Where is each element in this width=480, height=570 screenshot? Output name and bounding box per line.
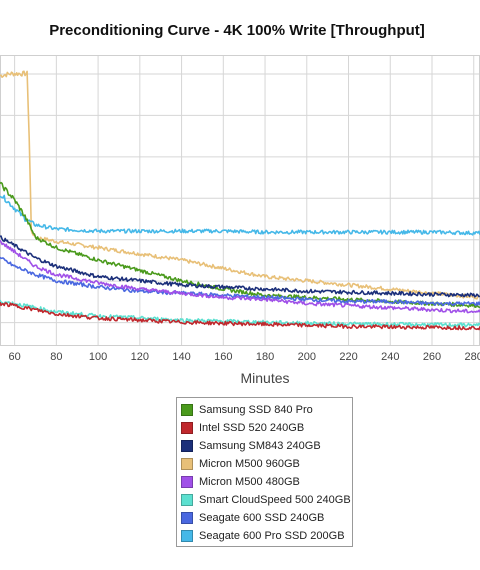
legend-swatch — [181, 404, 193, 416]
legend-swatch — [181, 440, 193, 452]
legend-swatch — [181, 476, 193, 488]
legend-label: Seagate 600 Pro SSD 200GB — [199, 530, 345, 542]
legend-swatch — [181, 512, 193, 524]
legend-label: Micron M500 960GB — [199, 458, 300, 470]
series-line-micron-m500-960gb — [0, 70, 480, 300]
legend-item: Seagate 600 SSD 240GB — [181, 509, 352, 527]
legend-item: Seagate 600 Pro SSD 200GB — [181, 527, 352, 545]
x-tick-label: 220 — [339, 351, 357, 363]
x-tick-label: 60 — [8, 351, 20, 363]
legend-item: Micron M500 960GB — [181, 455, 352, 473]
x-tick-label: 140 — [172, 351, 190, 363]
legend-swatch — [181, 422, 193, 434]
x-axis-ticks: 60 80 100 120 140 160 180 200 220 240 260 280 — [8, 351, 480, 363]
series-line-micron-m500-480gb — [0, 239, 480, 314]
legend-label: Samsung SM843 240GB — [199, 440, 321, 452]
legend-label: Micron M500 480GB — [199, 476, 300, 488]
legend-item: Micron M500 480GB — [181, 473, 352, 491]
legend-swatch — [181, 494, 193, 506]
x-tick-label: 240 — [381, 351, 399, 363]
legend-item: Samsung SM843 240GB — [181, 437, 352, 455]
legend-swatch — [181, 530, 193, 542]
series-lines — [0, 70, 480, 331]
series-line-intel-ssd-520-240gb — [0, 301, 480, 331]
legend-label: Seagate 600 SSD 240GB — [199, 512, 325, 524]
legend-label: Intel SSD 520 240GB — [199, 422, 305, 434]
chart-title: Preconditioning Curve - 4K 100% Write [T… — [49, 22, 425, 39]
legend-item: Intel SSD 520 240GB — [181, 419, 352, 437]
legend-swatch — [181, 458, 193, 470]
legend: Samsung SSD 840 Pro Intel SSD 520 240GB Sa… — [176, 397, 353, 547]
x-tick-label: 100 — [89, 351, 107, 363]
x-tick-label: 200 — [298, 351, 316, 363]
series-line-samsung-sm843-240gb — [0, 235, 480, 298]
legend-item: Samsung SSD 840 Pro — [181, 401, 352, 419]
series-line-seagate-600-ssd-240gb — [0, 256, 480, 307]
x-tick-label: 80 — [50, 351, 62, 363]
legend-label: Smart CloudSpeed 500 240GB — [199, 494, 351, 506]
x-tick-label: 280 — [465, 351, 480, 363]
x-tick-label: 260 — [423, 351, 441, 363]
series-line-seagate-600-pro-ssd-200gb — [0, 194, 480, 236]
legend-label: Samsung SSD 840 Pro — [199, 404, 313, 416]
x-tick-label: 160 — [214, 351, 232, 363]
legend-item: Smart CloudSpeed 500 240GB — [181, 491, 352, 509]
x-tick-label: 120 — [131, 351, 149, 363]
grid — [0, 55, 480, 345]
x-tick-label: 180 — [256, 351, 274, 363]
x-axis-label: Minutes — [240, 370, 289, 386]
